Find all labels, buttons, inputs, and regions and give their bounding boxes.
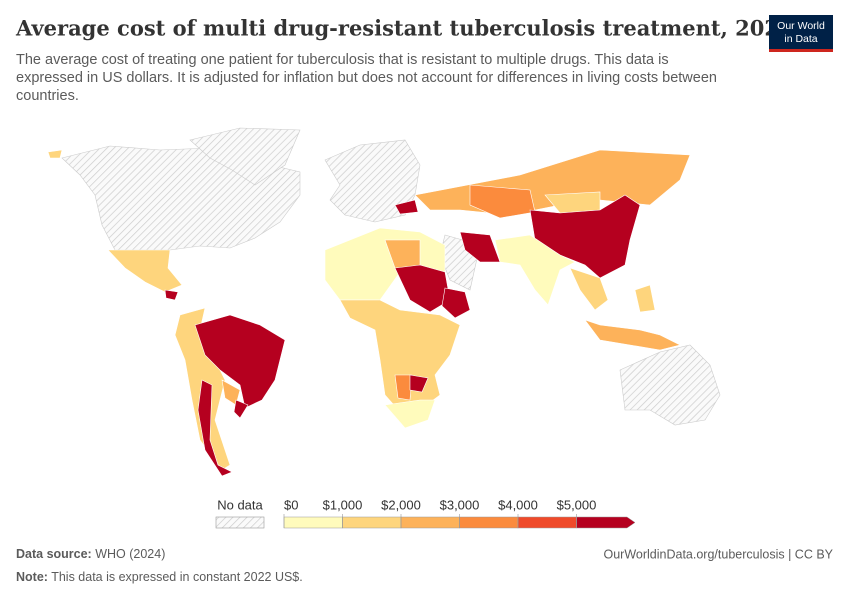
legend-bin (400, 516, 460, 529)
country (619, 344, 721, 426)
country (394, 199, 419, 215)
legend-bin (517, 516, 577, 529)
legend-bin (283, 516, 343, 529)
country (47, 149, 63, 159)
legend-bin (342, 516, 402, 529)
source: Data source: WHO (2024) (16, 547, 165, 561)
subtitle: The average cost of treating one patient… (16, 52, 669, 68)
logo-bar (769, 49, 833, 52)
logo-box (769, 15, 833, 49)
legend-tick-label: $3,000 (440, 497, 480, 512)
note-label: Note: (16, 570, 48, 584)
title: Average cost of multi drug-resistant tub… (15, 16, 794, 41)
country (394, 264, 451, 313)
country (233, 399, 249, 419)
legend: No data $0 $1,000 $2,000 $3,000 $4,000 $5,000 (215, 497, 636, 529)
subtitle: expressed in US dollars. It is adjusted … (16, 70, 717, 86)
country (414, 149, 691, 216)
legend-label: No data (217, 497, 263, 512)
country (339, 299, 461, 413)
legend-tick-label: $2,000 (381, 497, 421, 512)
country (494, 234, 576, 306)
country (384, 399, 436, 429)
country (584, 319, 681, 351)
note: Note: This data is expressed in constant… (16, 570, 303, 584)
country (544, 191, 601, 214)
subtitle: countries. (16, 88, 79, 104)
logo[interactable]: Our World in Data (769, 15, 833, 52)
country (164, 289, 179, 301)
country (569, 267, 609, 311)
logo-text: Our World (777, 20, 825, 32)
country (394, 374, 413, 401)
country (197, 379, 233, 477)
logo-text: in Data (784, 33, 817, 45)
legend-bin (576, 516, 636, 529)
legend-tick-label: $4,000 (498, 497, 538, 512)
country (469, 184, 536, 219)
note-text: This data is expressed in constant 2022 … (51, 570, 303, 584)
url[interactable]: OurWorldinData.org/tuberculosis | CC BY (604, 547, 834, 561)
country (634, 284, 656, 313)
map (47, 127, 721, 477)
legend-tick-label: $0 (284, 497, 298, 512)
source-text: WHO (2024) (95, 547, 165, 561)
legend-tick-label: $5,000 (557, 497, 597, 512)
legend-tick-label: $1,000 (323, 497, 363, 512)
country (189, 127, 301, 186)
legend-swatch (215, 516, 265, 529)
source-label: Data source: (16, 547, 92, 561)
country (194, 314, 286, 409)
country (459, 231, 501, 263)
country (441, 287, 471, 319)
country (107, 249, 183, 293)
country (409, 374, 429, 393)
legend-bin (459, 516, 519, 529)
country (324, 139, 421, 223)
